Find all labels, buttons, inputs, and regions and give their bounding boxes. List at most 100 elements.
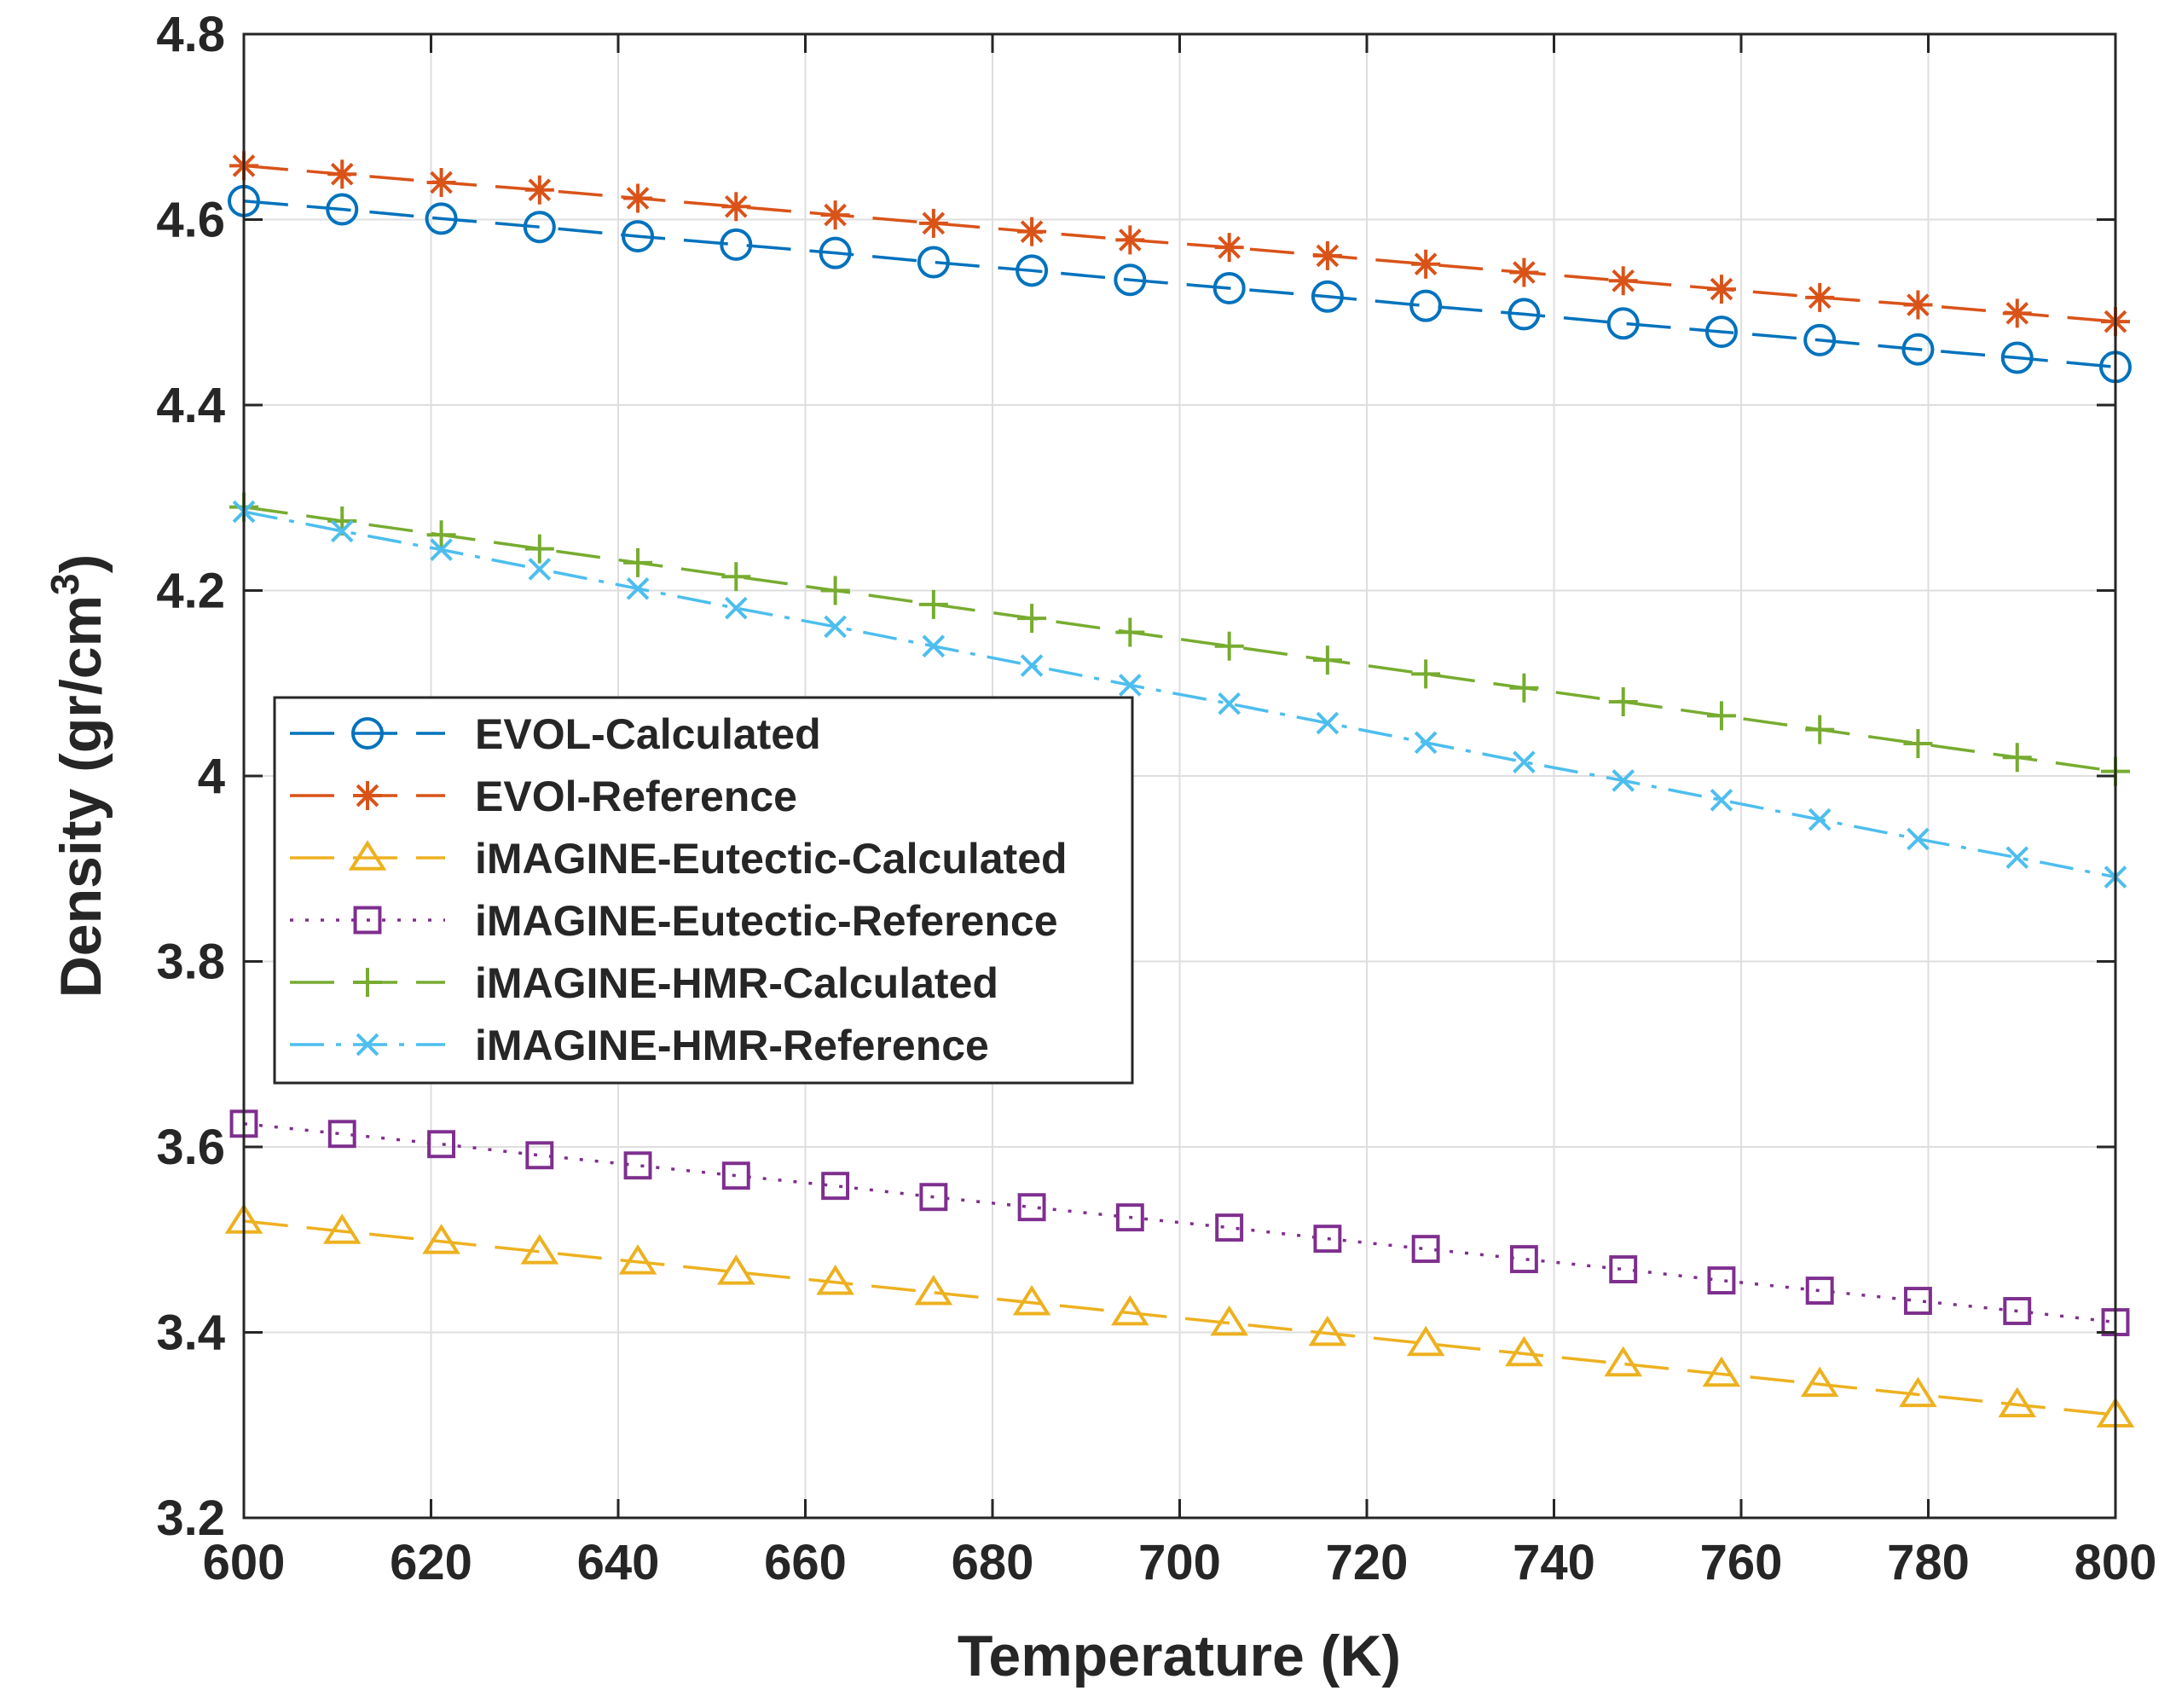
series-3-point-8-shape	[1017, 1193, 1046, 1222]
legend-entry-5: iMAGINE-HMR-Reference	[290, 1022, 989, 1069]
legend-entry-2: iMAGINE-Eutectic-Calculated	[290, 835, 1068, 883]
series-5-point-7-shape	[922, 634, 946, 658]
legend-entry-2-marker-shape	[348, 840, 387, 871]
series-5-point-12	[1414, 731, 1438, 755]
series-3-point-9-shape	[1115, 1203, 1144, 1232]
series-4-point-13	[1509, 673, 1539, 703]
series-3-point-12-shape	[1411, 1235, 1440, 1264]
series-1-point-1-shape	[327, 159, 357, 189]
series-1-point-13-shape	[1509, 258, 1539, 287]
series-3-point-15-shape	[1707, 1266, 1736, 1295]
series-5-point-15-shape	[1710, 788, 1733, 812]
series-0-point-4	[622, 220, 655, 253]
series-2-point-17-shape	[1899, 1376, 1937, 1408]
y-tick-label-1: 3.4	[156, 1306, 225, 1361]
series-0-point-9-shape	[1114, 263, 1147, 297]
legend-entry-2-label: iMAGINE-Eutectic-Calculated	[475, 835, 1068, 883]
series-2-point-1-shape	[322, 1213, 362, 1244]
series-4-point-14-shape	[1608, 687, 1638, 716]
series-5-point-17-shape	[1907, 827, 1930, 851]
y-axis-title-close: )	[49, 554, 113, 574]
series-2-point-14	[1604, 1346, 1643, 1377]
series-3-point-1-shape	[327, 1120, 356, 1149]
series-4-point-2	[426, 520, 456, 550]
series-1-point-16-shape	[1805, 282, 1835, 312]
series-4-point-3	[524, 534, 554, 564]
y-tick-label-2: 3.6	[156, 1120, 225, 1175]
series-2-point-2	[422, 1224, 460, 1254]
series-3-point-16	[1805, 1277, 1834, 1306]
series-0-point-8	[1016, 254, 1049, 287]
series-4-point-6-shape	[820, 576, 850, 605]
series-4-point-15-shape	[1706, 701, 1736, 731]
series-0-point-11	[1311, 280, 1344, 313]
series-1-point-5-shape	[721, 192, 751, 222]
series-5-point-3	[528, 558, 552, 581]
series-4-point-14	[1608, 687, 1638, 716]
x-tick-label-5: 700	[1138, 1535, 1221, 1590]
series-5-point-11-shape	[1316, 711, 1340, 735]
series-0-point-7-shape	[917, 246, 950, 279]
legend-entry-3-label: iMAGINE-Eutectic-Reference	[475, 897, 1058, 945]
series-2-point-9-shape	[1111, 1294, 1149, 1326]
series-3-point-4-shape	[623, 1151, 652, 1180]
series-0-point-3	[523, 211, 556, 244]
legend-entry-0-marker	[351, 717, 384, 750]
x-axis-title: Temperature (K)	[958, 1624, 1401, 1688]
x-tick-label-8: 760	[1700, 1535, 1783, 1590]
series-5-point-5	[724, 596, 748, 620]
series-1-point-14-shape	[1608, 266, 1638, 296]
series-5-point-16-shape	[1808, 808, 1832, 831]
series-1-point-2-shape	[426, 168, 456, 197]
legend-entry-5-marker-shape	[356, 1033, 379, 1057]
series-2-point-4-shape	[618, 1244, 657, 1275]
series-3-point-5-shape	[721, 1161, 750, 1190]
series-4-point-17	[1903, 728, 1933, 758]
series-5-point-4-shape	[626, 577, 650, 600]
series-3-point-6-shape	[821, 1172, 850, 1201]
series-0-point-2	[425, 202, 458, 235]
y-tick-label-8: 4.8	[156, 7, 225, 62]
series-1-point-12	[1411, 249, 1441, 279]
series-2-point-16-shape	[1800, 1366, 1839, 1398]
series-3-point-7-shape	[919, 1183, 948, 1212]
axis-ticks: 600 620 640 660 680 700 720 740 760 780 800 3.2 3.4 3…	[156, 7, 2156, 1590]
series-4-point-4	[623, 547, 653, 577]
series-3-point-14-shape	[1609, 1255, 1638, 1283]
series-3-point-2	[427, 1130, 456, 1159]
series-5-point-13-shape	[1513, 750, 1536, 774]
series-5-point-6	[824, 615, 847, 639]
series-3-point-15	[1707, 1266, 1736, 1295]
series-0-point-6	[819, 236, 852, 269]
series-2-point-9	[1111, 1294, 1149, 1326]
series-4-point-7	[918, 589, 948, 619]
series-2-point-8	[1012, 1284, 1051, 1316]
series-1-point-7	[918, 208, 948, 238]
series-0-point-14-shape	[1606, 307, 1640, 340]
series-3-point-7	[919, 1183, 948, 1212]
legend-entry-3-marker-shape	[353, 906, 382, 935]
x-tick-label-4: 680	[952, 1535, 1034, 1590]
series-2-point-11	[1308, 1315, 1347, 1346]
series-5-point-3-shape	[528, 558, 552, 581]
series-3-point-10-shape	[1215, 1213, 1244, 1242]
series-2-point-18	[1998, 1387, 2037, 1418]
series-1-point-14	[1608, 266, 1638, 296]
series-3-point-17-shape	[1903, 1287, 1932, 1315]
x-tick-label-6: 720	[1326, 1535, 1409, 1590]
series-1-point-2	[426, 168, 456, 197]
series-1-point-17	[1903, 290, 1933, 320]
series-0-point-15-shape	[1704, 316, 1738, 349]
series-4-point-15	[1706, 701, 1736, 731]
series-2-point-5	[716, 1254, 755, 1285]
series-3-point-5	[721, 1161, 750, 1190]
legend-entry-1-marker-shape	[353, 781, 382, 810]
series-1-point-7-shape	[918, 208, 948, 238]
x-tick-label-10: 800	[2075, 1535, 2157, 1590]
series-4-point-18	[2002, 743, 2032, 773]
series-0-point-3-shape	[523, 211, 556, 244]
series-0-point-7	[917, 246, 950, 279]
series-3-point-3	[525, 1141, 554, 1170]
series-2-point-12-shape	[1406, 1325, 1445, 1357]
series-4-point-11	[1312, 646, 1342, 675]
